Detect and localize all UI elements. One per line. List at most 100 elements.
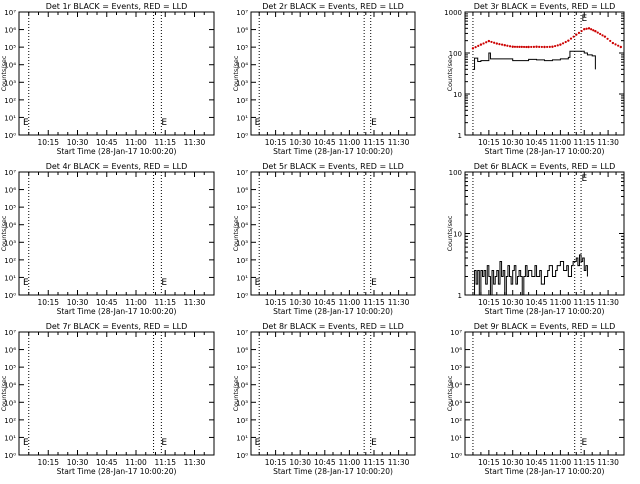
panel-title: Det 7r BLACK = Events, RED = LLD	[46, 322, 188, 331]
panel-title: Det 5r BLACK = Events, RED = LLD	[262, 162, 404, 171]
panel-title: Det 6r BLACK = Events, RED = LLD	[474, 162, 616, 171]
plot-frame	[250, 171, 416, 296]
y-tick-label: 10⁵	[4, 204, 16, 212]
x-tick-label: 11:30	[184, 298, 206, 307]
x-axis-label: Start Time (28-Jan-17 10:00:20)	[485, 147, 605, 156]
y-tick-label: 10³	[4, 79, 16, 87]
y-tick-label: 10⁵	[4, 44, 16, 52]
lld-point	[577, 31, 581, 34]
x-tick-label: 10:45	[96, 298, 118, 307]
lld-point	[611, 41, 615, 45]
x-tick-label: 10:30	[289, 458, 311, 467]
y-tick-label: 10²	[4, 257, 16, 265]
lld-point	[482, 42, 485, 45]
y-axis-label: Counts/sec	[446, 55, 454, 91]
y-tick-label: 1	[458, 132, 462, 140]
lld-point	[556, 44, 559, 47]
x-axis-label: Start Time (28-Jan-17 10:00:20)	[273, 147, 393, 156]
y-axis-label: Counts/sec	[446, 215, 454, 251]
lld-point	[559, 43, 562, 46]
panel-1: Det 1r BLACK = Events, RED = LLD 10⁰ 10¹ 10…	[0, 2, 215, 156]
lld-point	[490, 40, 493, 44]
lld-point	[508, 45, 512, 48]
y-axis-label: Counts/sec	[0, 375, 8, 411]
x-tick-label: 10:45	[526, 138, 548, 147]
x-tick-label: 11:00	[125, 458, 147, 467]
x-axis-label: Start Time (28-Jan-17 10:00:20)	[273, 307, 393, 316]
lld-point	[474, 45, 477, 49]
x-tick-label: 10:15	[37, 458, 59, 467]
lld-point	[495, 42, 498, 45]
y-tick-label: 10¹	[236, 114, 248, 122]
panel-title: Det 3r BLACK = Events, RED = LLD	[474, 2, 616, 11]
x-tick-label: 10:15	[37, 138, 59, 147]
x-tick-label: 11:00	[125, 138, 147, 147]
lld-point	[561, 42, 565, 45]
y-tick-label: 100	[449, 50, 462, 58]
lld-point	[479, 43, 483, 46]
lld-point	[525, 45, 528, 49]
y-tick-label: 10⁵	[236, 364, 248, 372]
x-axis-label: Start Time (28-Jan-17 10:00:20)	[57, 467, 177, 476]
x-tick-label: 10:30	[67, 298, 89, 307]
y-tick-label: 10⁶	[450, 347, 462, 355]
y-tick-label: 10⁶	[4, 187, 16, 195]
y-tick-label: 10³	[450, 399, 462, 407]
y-tick-label: 10¹	[450, 434, 462, 442]
y-tick-label: 10⁷	[450, 329, 462, 337]
y-tick-label: 10⁵	[236, 44, 248, 52]
plot-frame	[250, 331, 416, 456]
panel-title: Det 8r BLACK = Events, RED = LLD	[262, 322, 404, 331]
y-tick-label: 1	[458, 292, 462, 300]
x-tick-label: 11:30	[597, 458, 619, 467]
event-marker: E	[23, 278, 29, 288]
y-tick-label: 10²	[4, 97, 16, 105]
y-tick-label: 10⁰	[450, 452, 462, 460]
lld-point	[567, 39, 570, 42]
y-tick-label: 10⁵	[4, 364, 16, 372]
y-tick-label: 10⁷	[236, 169, 248, 177]
x-tick-label: 10:15	[265, 138, 287, 147]
x-tick-label: 11:30	[388, 298, 410, 307]
y-tick-label: 10⁴	[450, 382, 462, 390]
panel-title: Det 1r BLACK = Events, RED = LLD	[46, 2, 188, 11]
lld-point	[477, 44, 480, 47]
x-tick-label: 11:30	[388, 458, 410, 467]
lld-point	[606, 37, 609, 40]
plot-frame	[464, 331, 625, 456]
panel-6: Det 6r BLACK = Events, RED = LLD 1 10 100 10…	[446, 162, 625, 316]
y-axis-label: Counts/sec	[232, 375, 240, 411]
x-tick-label: 11:00	[339, 458, 361, 467]
x-tick-label: 10:30	[502, 138, 524, 147]
lld-point	[485, 41, 488, 44]
x-tick-label: 11:15	[363, 138, 385, 147]
lld-point	[513, 45, 517, 48]
event-marker: E	[371, 278, 377, 288]
lld-point	[532, 45, 536, 48]
x-axis-label: Start Time (28-Jan-17 10:00:20)	[57, 307, 177, 316]
y-tick-label: 10¹	[236, 274, 248, 282]
event-marker: E	[161, 278, 167, 288]
y-axis-label: Counts/sec	[446, 375, 454, 411]
x-axis-label: Start Time (28-Jan-17 10:00:20)	[273, 467, 393, 476]
y-tick-label: 10³	[236, 399, 248, 407]
y-tick-label: 10¹	[4, 114, 16, 122]
y-tick-label: 10²	[236, 417, 248, 425]
event-marker: E	[371, 438, 377, 448]
y-axis-label: Counts/sec	[232, 55, 240, 91]
event-marker: E	[161, 118, 167, 128]
y-tick-label: 10⁷	[4, 9, 16, 17]
x-tick-label: 11:00	[339, 138, 361, 147]
y-axis-label: Counts/sec	[0, 55, 8, 91]
x-tick-label: 10:45	[314, 458, 336, 467]
y-tick-label: 10⁰	[4, 452, 16, 460]
y-tick-label: 10³	[236, 239, 248, 247]
lld-point	[594, 30, 597, 33]
event-marker: E	[255, 438, 261, 448]
y-tick-label: 10⁶	[236, 187, 248, 195]
y-tick-label: 10⁴	[4, 382, 16, 390]
x-tick-label: 11:15	[154, 138, 176, 147]
lld-point	[551, 45, 554, 48]
